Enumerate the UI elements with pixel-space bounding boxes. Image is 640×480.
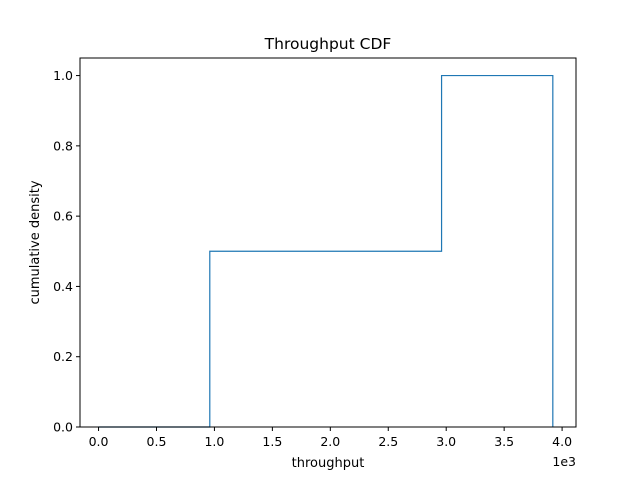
x-tick-label: 2.5 [378,434,398,449]
y-tick-label: 0.6 [53,209,73,224]
x-tick-label: 0.0 [89,434,109,449]
y-tick-label: 0.0 [53,420,73,435]
x-axis-offset-label: 1e3 [552,454,576,469]
x-tick-label: 1.5 [262,434,282,449]
x-tick-label: 2.0 [320,434,340,449]
x-tick-label: 3.0 [436,434,456,449]
y-tick-label: 0.8 [53,138,73,153]
x-tick-label: 3.5 [494,434,514,449]
y-tick-label: 0.4 [53,279,73,294]
chart-title: Throughput CDF [264,35,392,53]
y-tick-label: 1.0 [53,68,73,83]
cdf-step-line-0 [98,74,554,428]
x-axis-ticks: 0.0 0.5 1.0 1.5 2.0 2.5 3.0 3.5 4.0 [89,427,572,449]
plot-area [98,74,554,428]
x-tick-label: 0.5 [147,434,167,449]
x-tick-label: 1.0 [204,434,224,449]
x-axis-label: throughput [292,456,365,471]
x-tick-label: 4.0 [552,434,572,449]
y-tick-label: 0.2 [53,349,73,364]
y-axis-ticks: 0.0 0.2 0.4 0.6 0.8 1.0 [53,68,80,435]
plot-frame [79,57,577,428]
y-axis-label: cumulative density [28,180,43,304]
